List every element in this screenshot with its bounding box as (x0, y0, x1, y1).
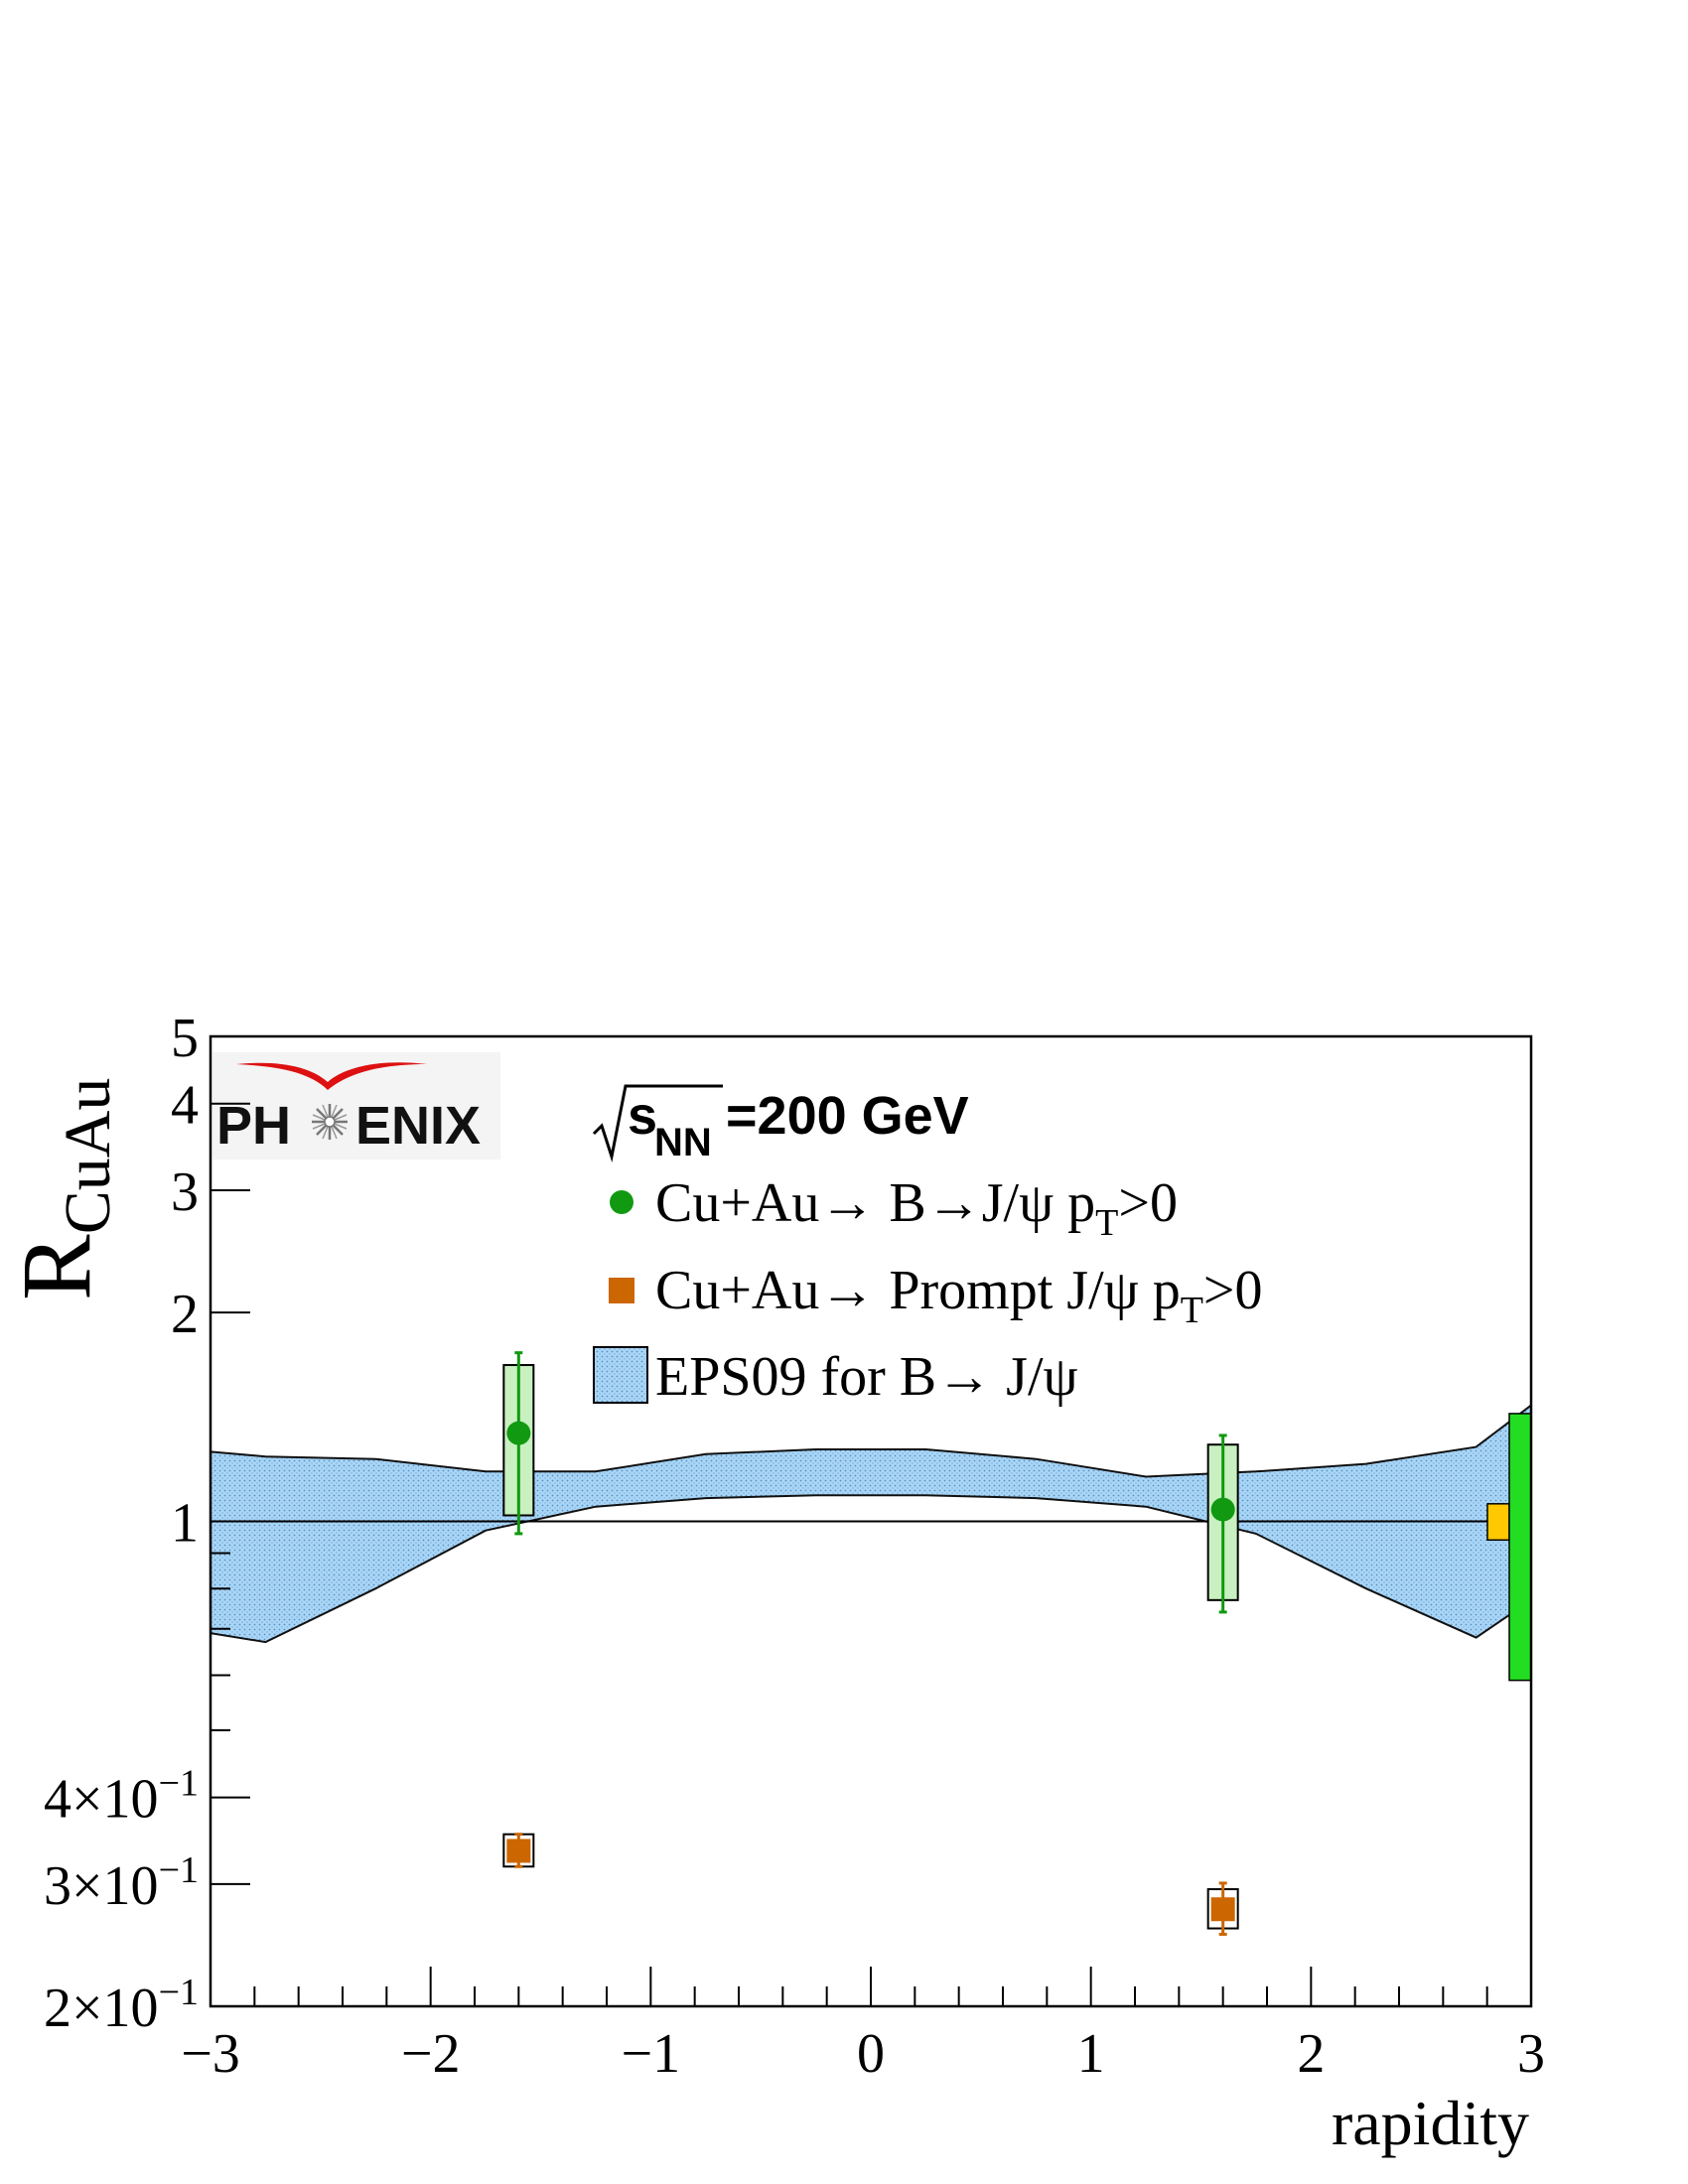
data-points (502, 1351, 1239, 1936)
legend-label-2-main: Cu+Au→ Prompt J/ψ p (655, 1260, 1181, 1321)
svg-text:Cu+Au→ B→J/ψ pT>0: Cu+Au→ B→J/ψ pT>0 (655, 1172, 1178, 1244)
y-tick-mantissa: 2×10 (44, 1978, 159, 2039)
logo-wing-icon (236, 1062, 427, 1090)
energy-value: =200 GeV (726, 1086, 969, 1146)
y-tick-label: 5 (171, 1008, 199, 1069)
data-point-series1-2 (1206, 1433, 1239, 1614)
eps09-band-lower-edge (210, 1494, 1532, 1644)
y-axis-title-sub: CuAu (52, 1078, 124, 1235)
y-tick-label: 2 (171, 1284, 199, 1345)
y-tick-label: 2×10−1 (44, 1972, 199, 2039)
data-point-series2-2 (1206, 1881, 1239, 1936)
x-axis-title: rapidity (1332, 2088, 1529, 2158)
legend-label-2-sub: T (1181, 1290, 1203, 1331)
y-tick-mantissa: 3×10 (44, 1855, 159, 1917)
eps09-band-upper-edge (210, 1404, 1532, 1478)
legend-label-2-end: >0 (1203, 1260, 1263, 1321)
y-tick-mantissa: 4×10 (44, 1769, 159, 1831)
data-point-series1-1 (502, 1351, 535, 1536)
legend-entry-eps09: EPS09 for B→ J/ψ (593, 1346, 1078, 1408)
global-uncertainty-box-1 (1486, 1503, 1510, 1542)
logo-star-icon (312, 1104, 348, 1140)
y-axis-title-main: R (1, 1234, 111, 1300)
legend-entry-b-to-jpsi: Cu+Au→ B→J/ψ pT>0 (610, 1172, 1178, 1244)
legend-marker-square (609, 1278, 634, 1303)
y-tick-label: 3 (171, 1161, 199, 1223)
x-tick-label: −2 (401, 2023, 461, 2085)
x-tick-label: −3 (181, 2023, 240, 2085)
x-axis: −3 −2 −1 0 1 2 3 (181, 1967, 1545, 2085)
sqrt-sign (592, 1084, 723, 1162)
legend-label-1-sub: T (1095, 1202, 1118, 1244)
legend-marker-circle (610, 1190, 633, 1214)
marker-square (1210, 1897, 1235, 1922)
legend-label-3: EPS09 for B→ J/ψ (655, 1346, 1078, 1408)
legend-entry-prompt-jpsi: Cu+Au→ Prompt J/ψ pT>0 (609, 1260, 1263, 1331)
svg-text:s NN =200 GeV: s NN =200 GeV (628, 1086, 969, 1164)
data-point-series2-1 (502, 1833, 535, 1868)
y-axis-title: RCuAu (1, 1078, 124, 1300)
energy-label: s NN =200 GeV (592, 1084, 969, 1164)
y-tick-exponent: −1 (159, 1763, 199, 1805)
x-tick-label: 2 (1297, 2023, 1325, 2085)
y-tick-label: 4 (171, 1075, 199, 1137)
legend-label-1-main: Cu+Au→ B→J/ψ p (655, 1172, 1095, 1234)
eps09-band (210, 1404, 1532, 1644)
logo-text-right: ENIX (355, 1096, 481, 1156)
x-tick-label: 0 (857, 2023, 885, 2085)
phenix-logo: PH ENIX (212, 1052, 500, 1160)
energy-s: s (628, 1086, 657, 1146)
marker-circle (1210, 1497, 1235, 1522)
y-tick-exponent: −1 (159, 1972, 199, 2013)
energy-subscript: NN (654, 1121, 712, 1164)
legend: Cu+Au→ B→J/ψ pT>0 Cu+Au→ Prompt J/ψ pT>0… (593, 1172, 1263, 1408)
legend-label-1-end: >0 (1118, 1172, 1178, 1234)
eps09-band-area (211, 1405, 1531, 1643)
global-uncertainty-boxes (1486, 1413, 1532, 1682)
svg-text:RCuAu: RCuAu (1, 1078, 124, 1300)
global-uncertainty-box-2 (1508, 1413, 1532, 1682)
marker-circle (506, 1421, 531, 1445)
logo-text-left: PH (216, 1096, 291, 1156)
marker-square (506, 1839, 531, 1863)
legend-marker-band (593, 1346, 648, 1404)
x-tick-label: 3 (1517, 2023, 1545, 2085)
svg-text:Cu+Au→ Prompt J/ψ pT>0: Cu+Au→ Prompt J/ψ pT>0 (655, 1260, 1263, 1331)
y-tick-label: 4×10−1 (44, 1763, 199, 1831)
y-tick-exponent: −1 (159, 1849, 199, 1891)
y-tick-label: 1 (171, 1493, 199, 1555)
x-tick-label: −1 (622, 2023, 681, 2085)
y-tick-label: 3×10−1 (44, 1849, 199, 1917)
x-tick-label: 1 (1077, 2023, 1105, 2085)
